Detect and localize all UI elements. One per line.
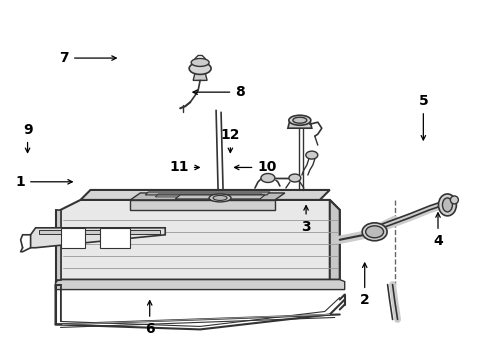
Ellipse shape <box>366 226 384 238</box>
Ellipse shape <box>289 174 301 182</box>
Text: 6: 6 <box>145 301 154 336</box>
Polygon shape <box>175 195 265 199</box>
Text: 8: 8 <box>193 85 245 99</box>
Polygon shape <box>130 193 285 200</box>
Ellipse shape <box>191 58 209 67</box>
Text: 10: 10 <box>235 161 277 175</box>
Text: 2: 2 <box>360 263 369 307</box>
Ellipse shape <box>261 174 275 183</box>
Text: 1: 1 <box>15 175 72 189</box>
Polygon shape <box>130 200 275 210</box>
Text: 5: 5 <box>418 94 428 140</box>
Text: 9: 9 <box>23 123 32 153</box>
Ellipse shape <box>213 195 227 201</box>
Ellipse shape <box>209 194 231 202</box>
Text: 12: 12 <box>220 128 240 153</box>
Ellipse shape <box>293 117 307 123</box>
Ellipse shape <box>362 223 387 241</box>
Polygon shape <box>193 72 207 80</box>
Polygon shape <box>55 280 345 289</box>
Bar <box>368 226 382 238</box>
Polygon shape <box>100 228 130 248</box>
Text: 11: 11 <box>169 161 199 175</box>
Text: 4: 4 <box>433 213 443 248</box>
Polygon shape <box>61 228 85 248</box>
Polygon shape <box>30 228 165 248</box>
Ellipse shape <box>306 151 318 159</box>
Ellipse shape <box>442 198 452 212</box>
Polygon shape <box>288 120 312 128</box>
Text: 3: 3 <box>301 206 311 234</box>
Text: 7: 7 <box>59 51 116 65</box>
Polygon shape <box>80 190 330 200</box>
Ellipse shape <box>439 194 456 216</box>
Polygon shape <box>330 200 340 280</box>
Polygon shape <box>55 210 61 280</box>
Polygon shape <box>61 200 340 280</box>
Polygon shape <box>145 192 270 195</box>
Ellipse shape <box>189 62 211 75</box>
Ellipse shape <box>450 196 458 204</box>
Polygon shape <box>39 230 160 234</box>
Ellipse shape <box>289 115 311 125</box>
